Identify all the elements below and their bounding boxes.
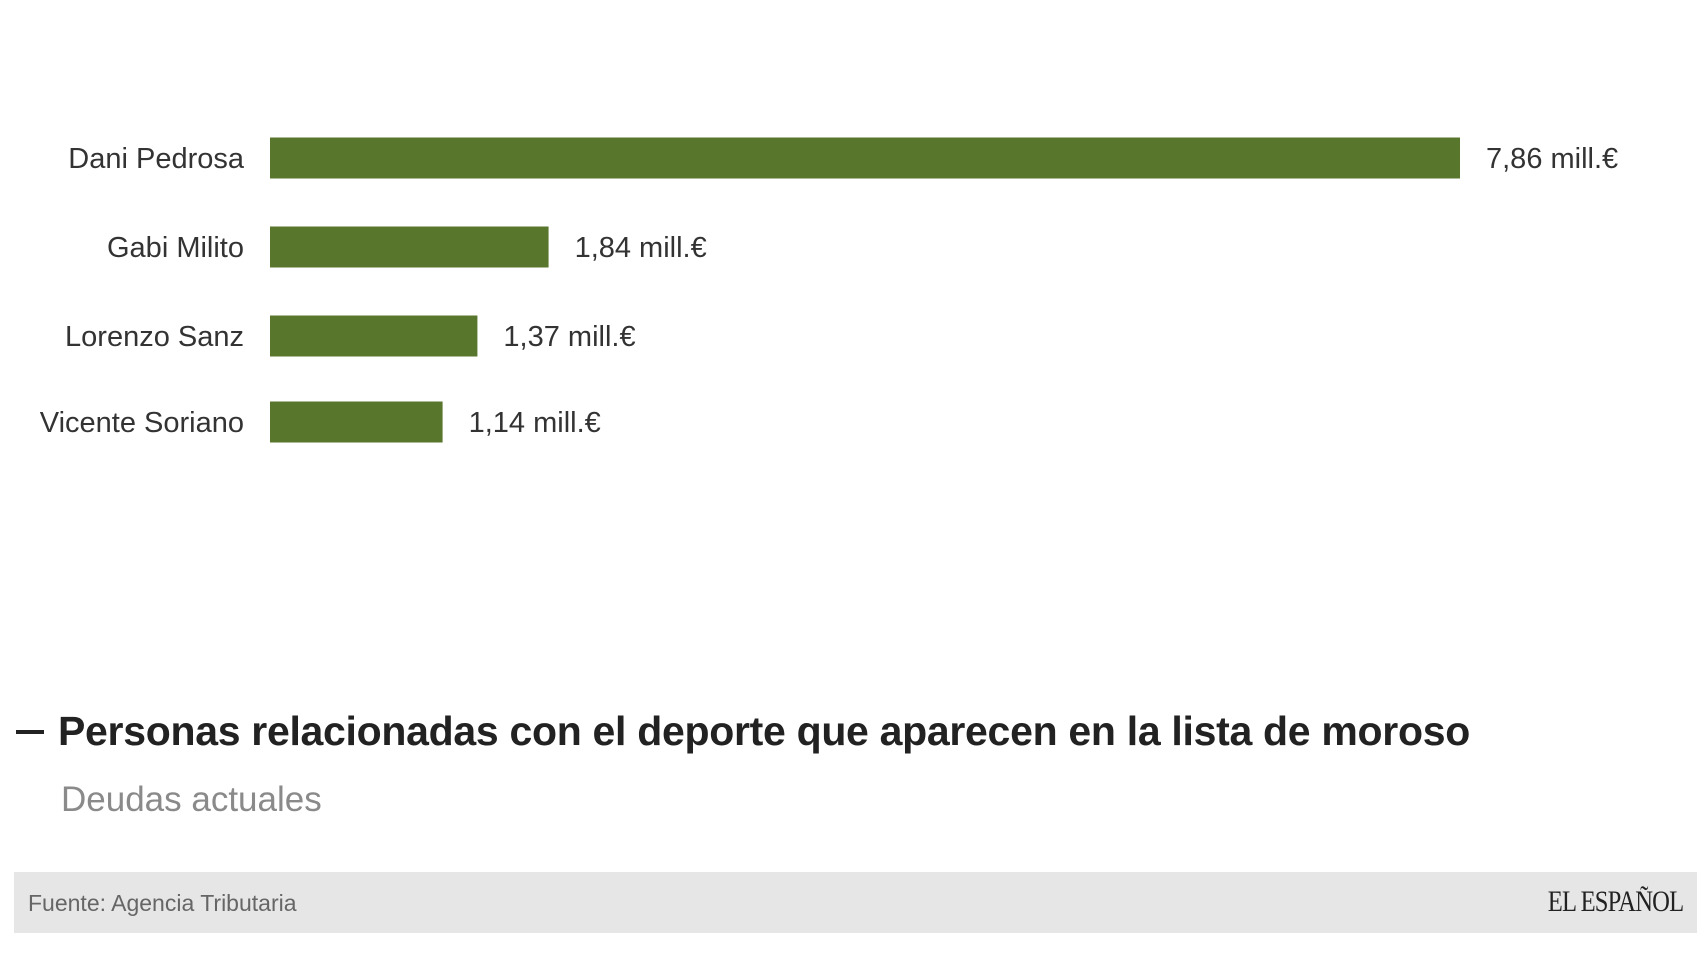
bar <box>270 401 443 443</box>
category-label: Vicente Soriano <box>40 407 244 439</box>
value-label: 1,37 mill.€ <box>503 321 635 353</box>
chart-subtitle: Deudas actuales <box>61 780 322 819</box>
category-label: Lorenzo Sanz <box>65 321 244 353</box>
bar-chart: Dani Pedrosa 7,86 mill.€ Gabi Milito 1,84 m… <box>40 137 1618 443</box>
value-label: 1,84 mill.€ <box>575 232 707 264</box>
brand-logo: EL ESPAÑOL <box>1547 885 1683 918</box>
value-label: 7,86 mill.€ <box>1486 143 1618 175</box>
category-label: Dani Pedrosa <box>68 143 245 175</box>
category-label: Gabi Milito <box>107 232 244 264</box>
title-dash-icon <box>16 729 44 734</box>
value-label: 1,14 mill.€ <box>469 407 601 439</box>
bar <box>270 137 1460 179</box>
bar <box>270 226 549 268</box>
chart-title-text: Personas relacionadas con el deporte que… <box>58 708 1470 754</box>
source-text: Fuente: Agencia Tributaria <box>28 890 297 916</box>
footer-bar: Fuente: Agencia Tributaria EL ESPAÑOL <box>14 872 1697 933</box>
chart-title: Personas relacionadas con el deporte que… <box>16 708 1470 755</box>
bar <box>270 315 478 357</box>
